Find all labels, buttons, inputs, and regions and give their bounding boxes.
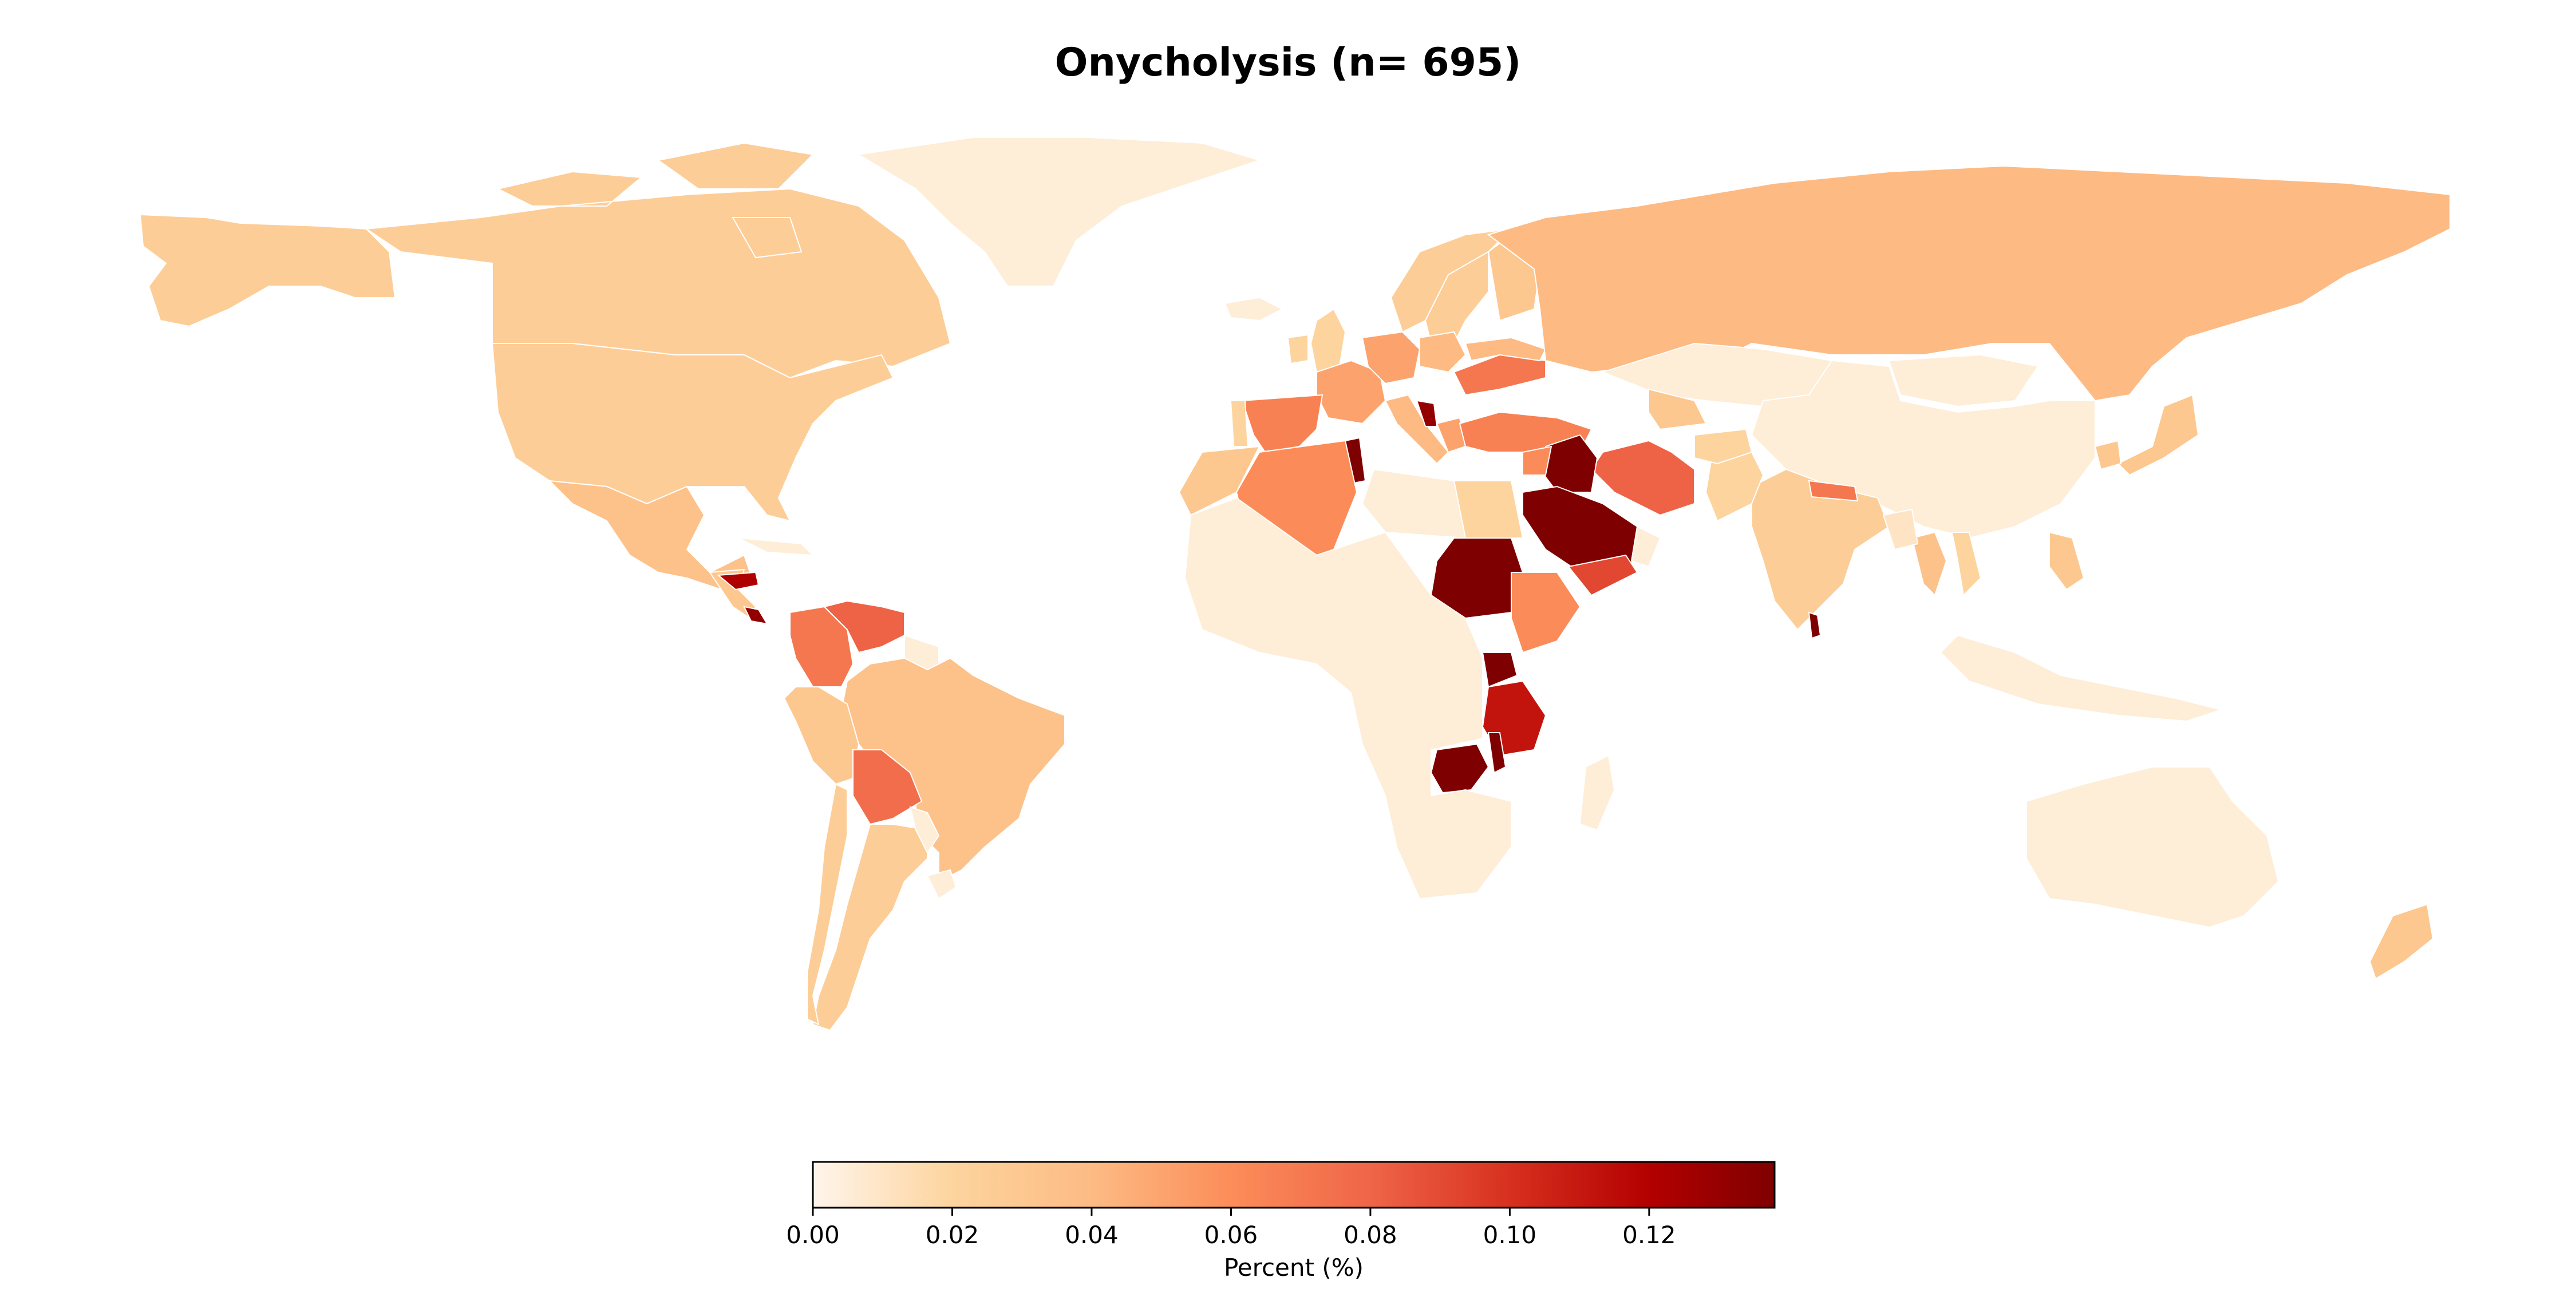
region-indonesia <box>1939 634 2223 722</box>
map-title: Onycholysis (n= 695) <box>1054 40 1522 85</box>
region-oman <box>1630 525 1661 568</box>
region-chile <box>807 783 848 1026</box>
region-portugal <box>1230 400 1249 447</box>
region-italy <box>1384 394 1449 465</box>
region-mexico <box>548 480 751 591</box>
colorbar-tick-label: 0.12 <box>1622 1221 1676 1249</box>
region-sudan <box>1430 537 1524 619</box>
country-regions <box>139 137 2451 1031</box>
region-sri-lanka <box>1808 611 1822 639</box>
colorbar-tick-label: 0.08 <box>1344 1221 1397 1249</box>
region-malawi <box>1487 732 1507 774</box>
region-madagascar <box>1579 754 1615 831</box>
region-bolivia <box>852 749 923 825</box>
region-afghanistan <box>1694 428 1753 465</box>
region-canada <box>365 142 951 379</box>
colorbar-label: Percent (%) <box>1223 1253 1364 1282</box>
region-sub-saharan-africa-other <box>1184 497 1512 900</box>
colorbar-tick-label: 0.06 <box>1204 1221 1258 1249</box>
region-honduras <box>717 571 760 591</box>
region-peru <box>783 686 860 785</box>
colorbar-tick-label: 0.04 <box>1065 1221 1119 1249</box>
region-mongolia <box>1888 354 2039 408</box>
region-libya <box>1361 468 1467 539</box>
colorbar-gradient <box>812 1161 1776 1209</box>
region-new-zealand <box>2369 903 2434 980</box>
region-uzbekistan <box>1648 388 1707 430</box>
region-vietnam <box>1951 532 1982 597</box>
region-nepal <box>1808 480 1859 502</box>
region-iceland <box>1224 296 1284 322</box>
region-costa-rica <box>743 606 768 625</box>
colorbar-tick-label: 0.10 <box>1483 1221 1537 1249</box>
region-iran <box>1590 440 1695 516</box>
region-morocco <box>1178 445 1261 516</box>
region-ethiopia <box>1511 572 1581 654</box>
region-ireland <box>1287 334 1309 365</box>
region-myanmar <box>1882 508 1919 551</box>
region-cuba <box>738 537 815 556</box>
colorbar-tick-label: 0.00 <box>786 1221 840 1249</box>
region-thailand <box>1911 531 1947 596</box>
region-alaska <box>139 213 396 327</box>
region-germany <box>1361 331 1421 385</box>
region-china <box>1751 359 2096 539</box>
region-syria <box>1522 445 1552 476</box>
colorbar-tick-label: 0.02 <box>926 1221 979 1249</box>
region-zambia <box>1430 743 1490 794</box>
region-albania <box>1416 400 1438 427</box>
region-philippines <box>2049 531 2085 591</box>
colorbar: 0.00 0.02 0.04 0.06 0.08 0.10 0.12 <box>786 1161 1776 1249</box>
region-united-states <box>491 343 894 522</box>
region-ukraine <box>1464 337 1547 362</box>
region-greenland <box>857 137 1262 287</box>
region-romania <box>1453 354 1546 396</box>
region-poland <box>1419 331 1467 373</box>
colorbar-ticks: 0.00 0.02 0.04 0.06 0.08 0.10 0.12 <box>786 1208 1676 1249</box>
region-spain <box>1241 394 1323 453</box>
region-uganda <box>1481 652 1518 688</box>
region-yemen <box>1567 554 1638 596</box>
region-japan <box>2117 394 2199 476</box>
region-australia <box>2026 766 2279 928</box>
region-united-kingdom <box>1310 308 1346 373</box>
region-central-america <box>709 568 757 619</box>
region-paraguay <box>909 806 940 854</box>
region-uruguay <box>926 869 957 900</box>
region-south-korea <box>2094 440 2122 470</box>
